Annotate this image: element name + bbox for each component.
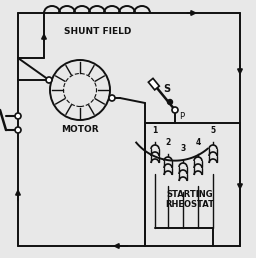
Circle shape: [167, 100, 173, 104]
Text: STARTING
RHEOSTAT: STARTING RHEOSTAT: [165, 190, 215, 209]
Text: 2: 2: [165, 138, 171, 147]
Text: SHUNT FIELD: SHUNT FIELD: [64, 27, 132, 36]
Text: P: P: [179, 112, 184, 121]
Circle shape: [15, 113, 21, 119]
Circle shape: [46, 77, 52, 83]
Text: MOTOR: MOTOR: [61, 125, 99, 134]
Text: S: S: [163, 84, 170, 94]
Text: 5: 5: [210, 126, 216, 135]
Text: 1: 1: [152, 126, 158, 135]
Circle shape: [109, 95, 115, 101]
Bar: [148, 78, 159, 90]
Circle shape: [15, 127, 21, 133]
Text: 4: 4: [195, 138, 201, 147]
Circle shape: [172, 107, 178, 113]
Text: 3: 3: [180, 144, 186, 153]
